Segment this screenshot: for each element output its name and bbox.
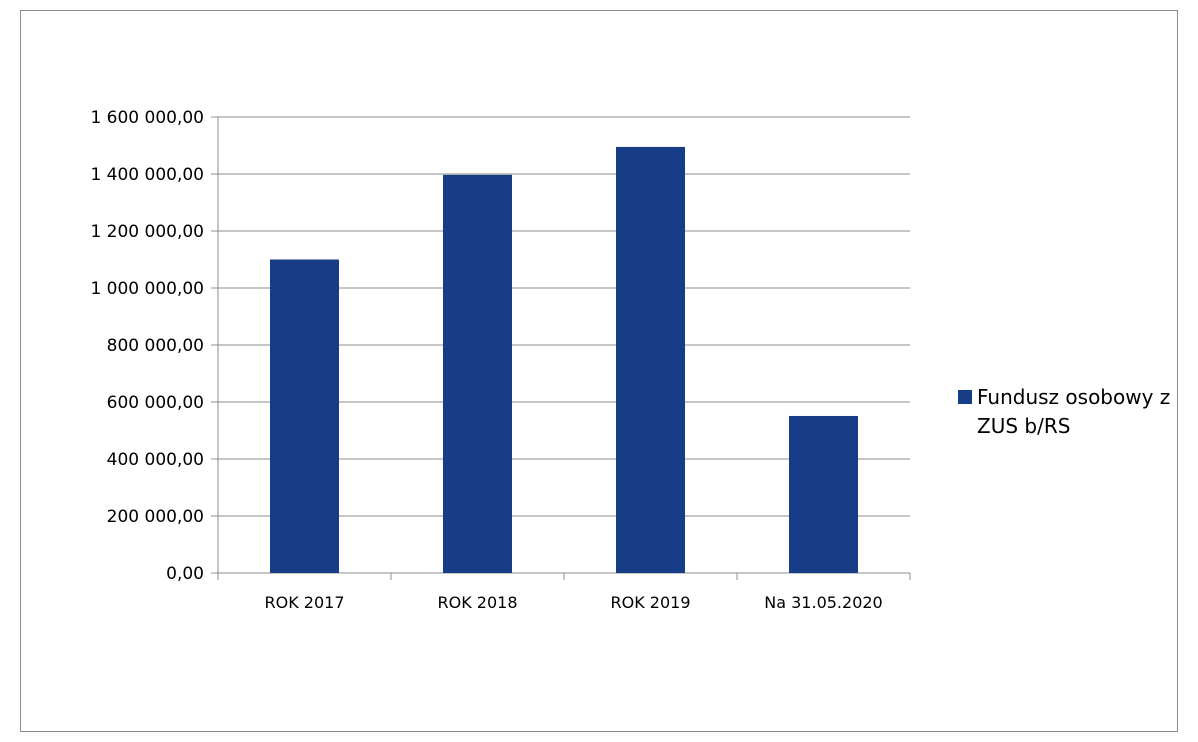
bar	[270, 260, 339, 574]
y-tick-label: 1 000 000,00	[90, 279, 204, 299]
y-tick-label: 1 600 000,00	[90, 108, 204, 128]
bar	[616, 147, 685, 573]
y-tick-label: 1 200 000,00	[90, 222, 204, 242]
y-tick-label: 400 000,00	[107, 450, 204, 470]
y-tick-label: 1 400 000,00	[90, 165, 204, 185]
bar	[443, 175, 512, 573]
x-category-label: ROK 2019	[610, 593, 690, 612]
legend-swatch	[958, 390, 972, 404]
y-tick-label: 600 000,00	[107, 393, 204, 413]
x-category-label: ROK 2017	[264, 593, 344, 612]
x-category-label: Na 31.05.2020	[764, 593, 882, 612]
legend-label: Fundusz osobowy z ZUS b/RS	[977, 383, 1177, 441]
bar	[789, 416, 858, 573]
x-category-label: ROK 2018	[437, 593, 517, 612]
y-tick-label: 800 000,00	[107, 336, 204, 356]
y-tick-label: 200 000,00	[107, 507, 204, 527]
bars	[270, 147, 858, 573]
y-tick-label: 0,00	[166, 564, 204, 584]
